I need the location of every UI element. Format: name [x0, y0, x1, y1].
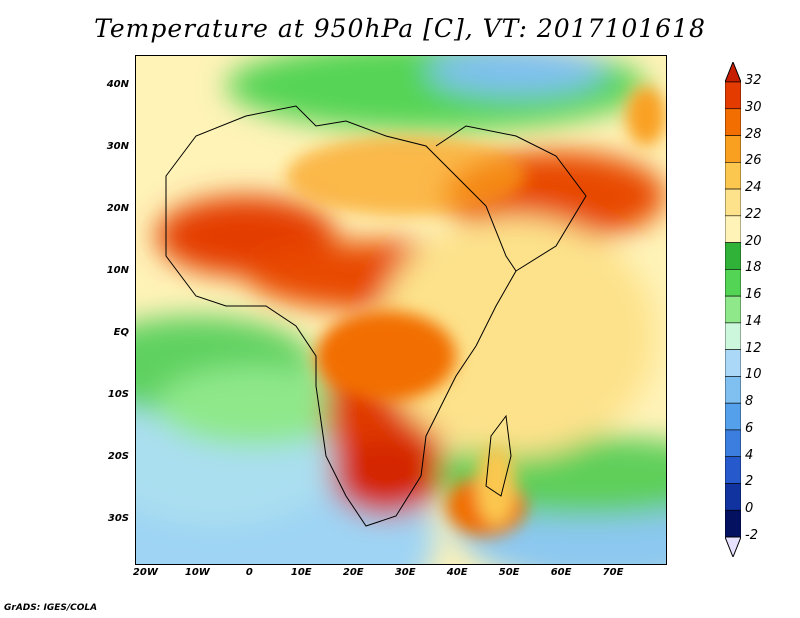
colorbar-swatch: [725, 135, 741, 163]
colorbar-level-label: 32: [745, 73, 762, 88]
colorbar-swatch: [725, 483, 741, 511]
map-title: Temperature at 950hPa [C], VT: 201710161…: [94, 14, 706, 43]
lon-tick-label: 10W: [184, 567, 210, 578]
colorbar-swatch: [725, 429, 741, 458]
map-border-lines: [165, 105, 587, 527]
lon-tick-label: 70E: [602, 567, 624, 578]
colorbar-swatch: [725, 402, 741, 431]
lon-tick-label: 20W: [132, 567, 158, 578]
colorbar-level-label: 16: [745, 287, 762, 303]
colorbar-level-label: 10: [745, 367, 762, 383]
temperature-map: [135, 55, 667, 565]
colorbar-level-label: 26: [745, 153, 762, 169]
lon-tick-label: 60E: [550, 567, 572, 578]
colorbar: [725, 62, 741, 557]
colorbar-swatch: [725, 322, 741, 350]
colorbar-swatch: [725, 269, 741, 297]
map-canvas: [136, 56, 666, 564]
colorbar-swatch: [725, 215, 741, 243]
lat-tick-label: 30S: [107, 512, 129, 524]
lat-tick-label: 40N: [106, 78, 129, 90]
madagascar-coastline: [485, 414, 512, 497]
colorbar-swatch: [725, 81, 741, 110]
lat-tick-label: 20S: [107, 450, 129, 462]
lat-tick-label: 10S: [107, 388, 129, 400]
colorbar-under-triangle: [725, 536, 741, 557]
lat-tick-label: 10N: [106, 264, 129, 276]
colorbar-over-triangle: [725, 62, 741, 83]
colorbar-level-label: 22: [745, 206, 762, 222]
colorbar-level-label: 4: [745, 447, 754, 463]
temperature-field: [136, 56, 666, 564]
arabia-coastline: [435, 125, 587, 272]
lat-tick-label: 20N: [106, 202, 129, 214]
lon-tick-label: 50E: [498, 567, 520, 578]
colorbar-swatch: [725, 242, 741, 270]
colorbar-swatch: [725, 456, 741, 484]
colorbar-level-label: -2: [745, 528, 758, 543]
colorbar-level-label: 2: [745, 474, 754, 490]
colorbar-level-label: 30: [745, 99, 762, 115]
colorbar-level-label: 0: [745, 501, 754, 517]
colorbar-level-label: 20: [745, 233, 762, 249]
lon-tick-label: 30E: [394, 567, 416, 578]
colorbar-level-label: 12: [745, 340, 762, 356]
colorbar-swatch: [725, 188, 741, 217]
colorbar-level-label: 14: [745, 313, 762, 329]
lat-tick-label: EQ: [113, 326, 129, 338]
credit-text: GrADS: IGES/COLA: [4, 603, 98, 613]
lat-tick-label: 30N: [106, 140, 129, 152]
africa-coastline: [165, 105, 517, 527]
lon-tick-label: 0: [245, 567, 253, 578]
colorbar-level-label: 6: [745, 420, 754, 436]
colorbar-level-label: 8: [745, 394, 754, 410]
colorbar-level-label: 18: [745, 260, 762, 276]
colorbar-swatch: [725, 295, 741, 324]
colorbar-swatch: [725, 509, 741, 538]
lon-tick-label: 40E: [446, 567, 468, 578]
colorbar-swatch: [725, 108, 741, 136]
colorbar-level-label: 28: [745, 126, 762, 142]
colorbar-swatch: [725, 376, 741, 404]
colorbar-swatch: [725, 349, 741, 377]
colorbar-swatch: [725, 161, 741, 190]
colorbar-level-label: 24: [745, 180, 762, 196]
lon-tick-label: 10E: [290, 567, 312, 578]
lon-tick-label: 20E: [342, 567, 364, 578]
